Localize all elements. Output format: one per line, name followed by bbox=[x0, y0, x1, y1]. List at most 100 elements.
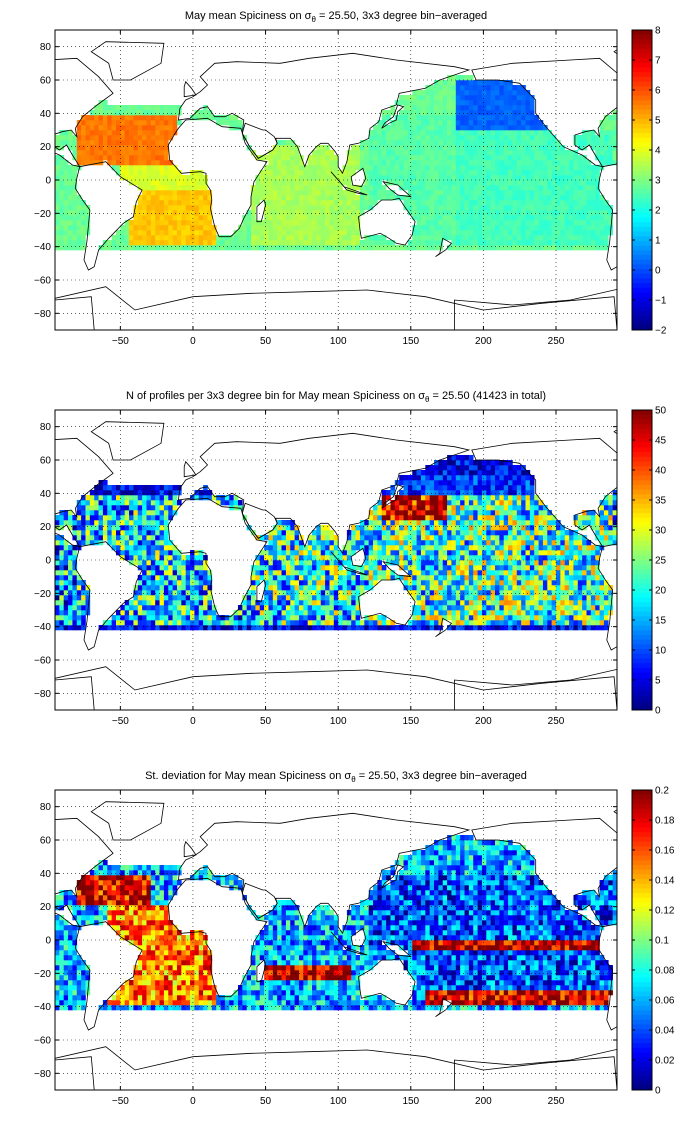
bin bbox=[142, 145, 147, 151]
bin bbox=[407, 140, 413, 146]
bin bbox=[63, 180, 69, 186]
bin bbox=[560, 180, 566, 186]
bin bbox=[460, 220, 465, 226]
bin bbox=[63, 625, 69, 631]
bin bbox=[473, 230, 478, 236]
bin bbox=[290, 570, 295, 576]
coastline bbox=[55, 57, 114, 168]
bin bbox=[420, 500, 426, 506]
bin bbox=[521, 110, 526, 116]
bin bbox=[198, 175, 204, 181]
bin bbox=[368, 180, 374, 186]
title-text: N of profiles per 3x3 degree bin for May… bbox=[126, 390, 418, 402]
bin bbox=[447, 170, 452, 176]
bin bbox=[460, 125, 465, 131]
bin bbox=[477, 145, 483, 151]
bin bbox=[111, 140, 117, 146]
bin bbox=[573, 235, 579, 241]
bin bbox=[129, 485, 134, 491]
bin bbox=[434, 465, 439, 471]
bin bbox=[416, 165, 422, 171]
colorbar-swatch bbox=[632, 105, 652, 111]
bin bbox=[277, 550, 282, 556]
bin bbox=[325, 570, 330, 576]
bin bbox=[403, 135, 409, 141]
bin bbox=[316, 185, 322, 191]
bin bbox=[190, 240, 195, 246]
bin bbox=[85, 150, 91, 156]
bin bbox=[146, 610, 152, 616]
bin bbox=[438, 110, 444, 116]
bin bbox=[63, 515, 69, 521]
bin bbox=[481, 180, 487, 186]
bin bbox=[325, 545, 330, 551]
bin bbox=[429, 585, 435, 591]
bin bbox=[246, 590, 252, 596]
bin bbox=[377, 150, 383, 156]
coastline bbox=[167, 117, 268, 238]
bin bbox=[194, 575, 200, 581]
bin bbox=[508, 145, 513, 151]
bin bbox=[146, 215, 152, 221]
bin bbox=[434, 520, 439, 526]
bin bbox=[63, 140, 69, 146]
bin bbox=[595, 190, 600, 196]
bin bbox=[94, 120, 99, 126]
bin bbox=[338, 235, 343, 241]
bin bbox=[150, 160, 156, 166]
bin bbox=[155, 515, 160, 521]
bin bbox=[595, 170, 600, 176]
bin bbox=[481, 135, 487, 141]
bin bbox=[198, 560, 204, 566]
bin bbox=[81, 610, 86, 616]
bin bbox=[499, 125, 505, 131]
bin bbox=[115, 515, 121, 521]
bin bbox=[477, 235, 483, 241]
bin bbox=[76, 125, 82, 131]
bin bbox=[342, 190, 348, 196]
bin bbox=[120, 610, 126, 616]
bin bbox=[102, 120, 108, 126]
bin bbox=[460, 230, 465, 236]
bin bbox=[137, 180, 143, 186]
bin bbox=[290, 210, 295, 216]
bin bbox=[137, 605, 143, 611]
bin bbox=[342, 240, 348, 246]
bin bbox=[176, 550, 182, 556]
bin bbox=[416, 130, 422, 136]
bin bbox=[399, 95, 404, 101]
bin bbox=[377, 505, 383, 511]
title-subscript: θ bbox=[311, 15, 316, 24]
bin bbox=[586, 205, 592, 211]
bin bbox=[486, 130, 491, 136]
bin bbox=[325, 575, 330, 581]
bin bbox=[120, 505, 126, 511]
bin bbox=[403, 555, 409, 561]
bin bbox=[529, 180, 535, 186]
bin bbox=[508, 205, 513, 211]
bin bbox=[425, 620, 430, 626]
bin bbox=[168, 605, 173, 611]
bin bbox=[346, 185, 352, 191]
bin bbox=[338, 215, 343, 221]
bin bbox=[316, 175, 322, 181]
bin bbox=[534, 200, 539, 206]
bin bbox=[163, 135, 169, 141]
bin bbox=[425, 520, 430, 526]
bin bbox=[569, 180, 574, 186]
bin bbox=[76, 625, 82, 631]
bin bbox=[425, 530, 430, 536]
bin bbox=[55, 180, 60, 186]
bin bbox=[81, 595, 86, 601]
bin bbox=[264, 220, 269, 226]
bin bbox=[120, 605, 126, 611]
bin bbox=[98, 155, 104, 161]
bin bbox=[312, 180, 317, 186]
bin bbox=[94, 135, 99, 141]
bin bbox=[460, 550, 465, 556]
bin bbox=[434, 495, 439, 501]
bin bbox=[333, 160, 339, 166]
bin bbox=[416, 620, 422, 626]
bin bbox=[272, 560, 278, 566]
bin bbox=[481, 220, 487, 226]
